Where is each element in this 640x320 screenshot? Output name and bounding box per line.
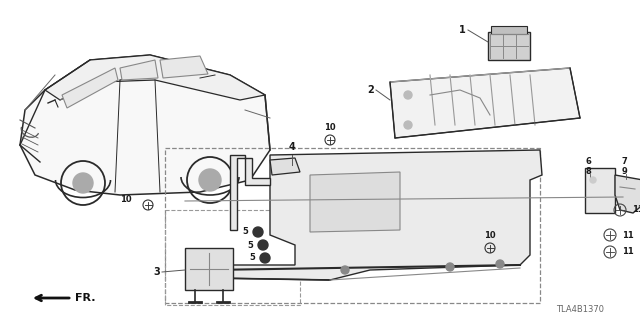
Polygon shape bbox=[62, 68, 118, 108]
Text: 11: 11 bbox=[622, 247, 634, 257]
Polygon shape bbox=[230, 155, 270, 230]
Circle shape bbox=[260, 253, 270, 263]
Polygon shape bbox=[390, 68, 580, 138]
Text: 2: 2 bbox=[367, 85, 374, 95]
Text: 10: 10 bbox=[324, 123, 336, 132]
Bar bbox=[488, 32, 530, 60]
Polygon shape bbox=[20, 55, 270, 195]
Circle shape bbox=[446, 263, 454, 271]
Circle shape bbox=[199, 169, 221, 191]
Circle shape bbox=[404, 91, 412, 99]
Text: 5: 5 bbox=[242, 228, 248, 236]
Polygon shape bbox=[45, 55, 265, 100]
Circle shape bbox=[258, 240, 268, 250]
Polygon shape bbox=[120, 60, 158, 80]
Circle shape bbox=[590, 177, 596, 183]
Bar bbox=[165, 148, 540, 303]
Polygon shape bbox=[270, 158, 300, 175]
Text: FR.: FR. bbox=[75, 293, 95, 303]
Circle shape bbox=[253, 227, 263, 237]
Circle shape bbox=[73, 173, 93, 193]
Text: 4: 4 bbox=[289, 142, 296, 152]
Circle shape bbox=[341, 266, 349, 274]
Text: 9: 9 bbox=[622, 167, 628, 177]
Text: 5: 5 bbox=[249, 253, 255, 262]
Text: 8: 8 bbox=[585, 167, 591, 177]
Polygon shape bbox=[615, 175, 640, 213]
Polygon shape bbox=[210, 150, 542, 280]
Text: 3: 3 bbox=[153, 267, 160, 277]
Text: 6: 6 bbox=[585, 157, 591, 166]
Text: 1: 1 bbox=[460, 25, 466, 35]
Text: 5: 5 bbox=[247, 241, 253, 250]
Bar bbox=[185, 248, 233, 290]
Polygon shape bbox=[310, 172, 400, 232]
Bar bbox=[585, 168, 615, 213]
Text: 11: 11 bbox=[632, 205, 640, 214]
Text: TLA4B1370: TLA4B1370 bbox=[556, 306, 604, 315]
Circle shape bbox=[404, 121, 412, 129]
Bar bbox=[491, 26, 527, 34]
Text: 7: 7 bbox=[622, 157, 628, 166]
Text: 11: 11 bbox=[622, 230, 634, 239]
Bar bbox=[165, 210, 300, 305]
Text: 10: 10 bbox=[120, 196, 132, 204]
Circle shape bbox=[496, 260, 504, 268]
Text: 10: 10 bbox=[484, 230, 496, 239]
Polygon shape bbox=[160, 56, 208, 78]
